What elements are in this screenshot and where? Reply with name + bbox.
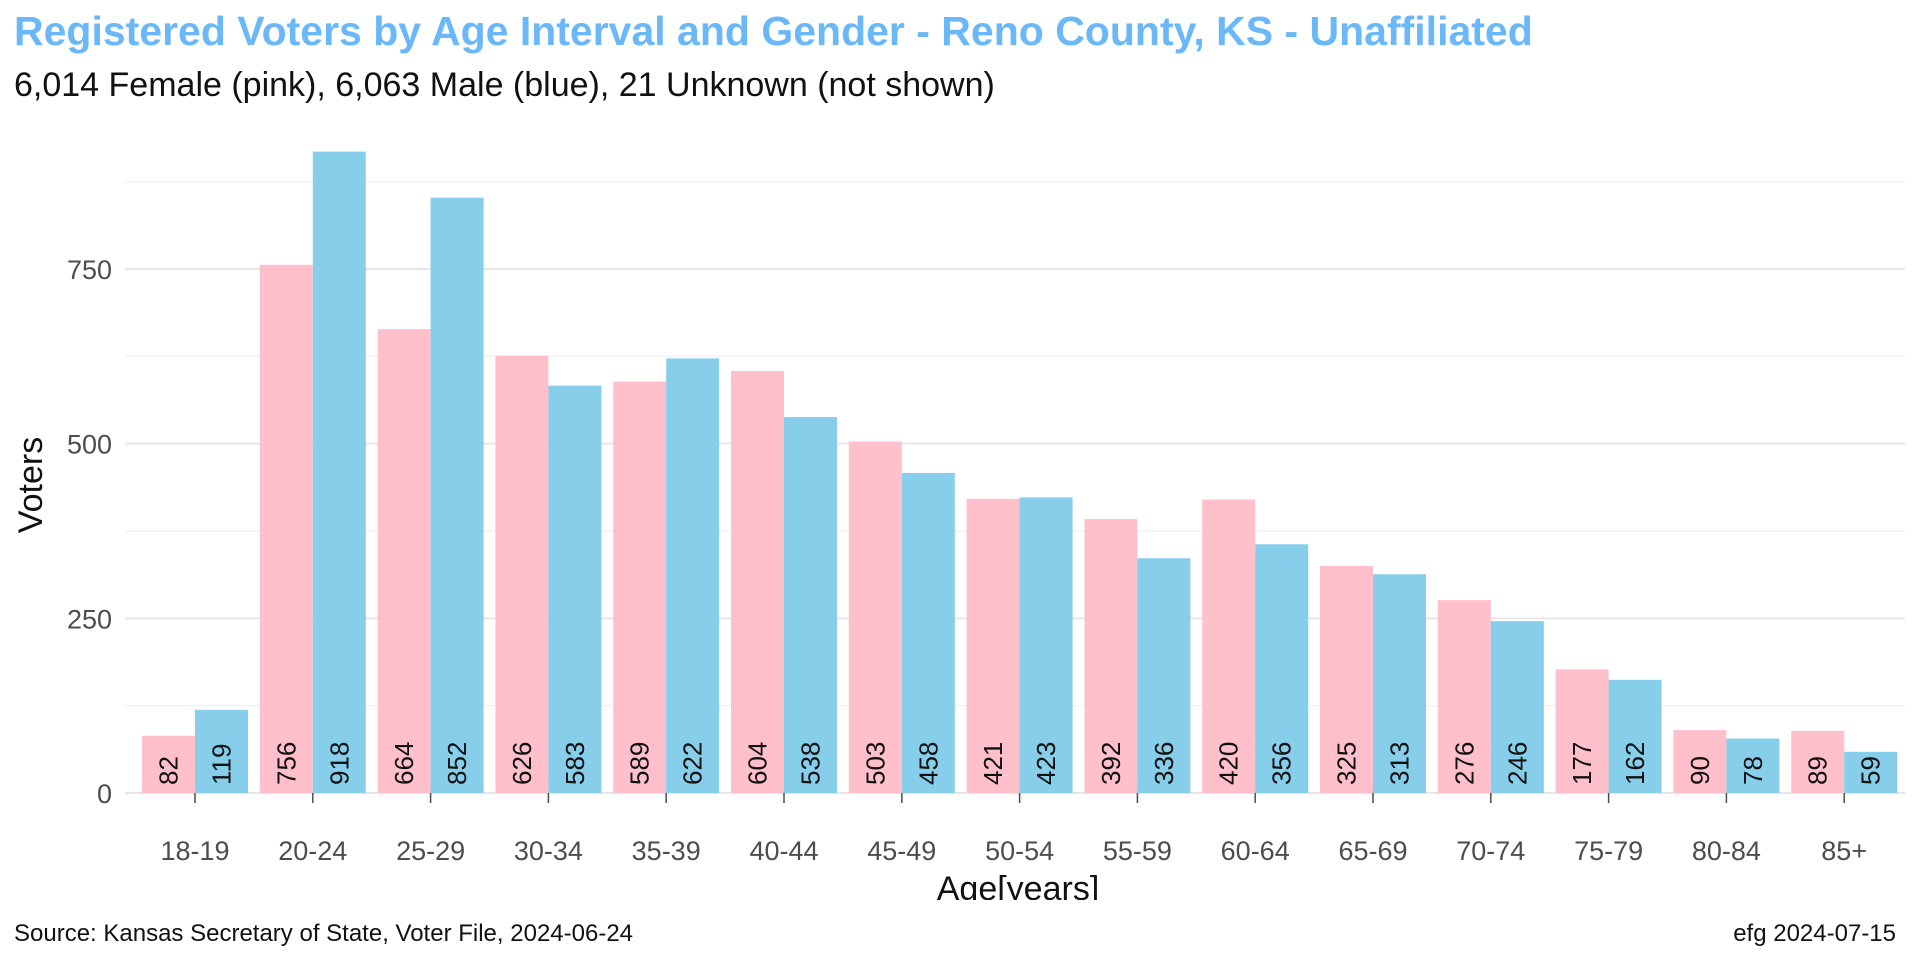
x-tick-label: 60-64 xyxy=(1221,836,1290,866)
bar-value-label: 119 xyxy=(207,744,237,785)
bar-value-label: 503 xyxy=(860,742,890,785)
bar-value-label: 89 xyxy=(1803,756,1833,785)
x-tick-label: 18-19 xyxy=(160,836,229,866)
x-tick-label: 20-24 xyxy=(278,836,347,866)
bars xyxy=(142,151,1898,794)
bar xyxy=(259,264,313,793)
x-tick-label: 40-44 xyxy=(749,836,818,866)
bar xyxy=(1437,600,1491,793)
bar-value-label: 59 xyxy=(1856,756,1886,785)
x-tick-label: 65-69 xyxy=(1338,836,1407,866)
bar xyxy=(1844,751,1898,793)
x-axis-title: Age[years] xyxy=(937,870,1100,900)
bar-value-label: 664 xyxy=(389,742,419,785)
bar-value-label: 421 xyxy=(978,742,1008,785)
bar-value-label: 626 xyxy=(507,742,537,785)
bar-value-label: 852 xyxy=(442,742,472,785)
bar-value-label: 392 xyxy=(1096,742,1126,785)
bar xyxy=(1255,544,1309,793)
bar xyxy=(377,329,431,793)
bar xyxy=(1137,558,1191,793)
bar-value-label: 589 xyxy=(625,742,655,785)
bar-value-label: 420 xyxy=(1214,742,1244,785)
bar-value-label: 82 xyxy=(154,756,184,785)
y-tick-label: 250 xyxy=(67,604,112,634)
bar-value-label: 313 xyxy=(1385,742,1415,785)
x-tick-label: 45-49 xyxy=(867,836,936,866)
bar-value-label: 756 xyxy=(271,742,301,785)
bar xyxy=(901,472,955,793)
bar xyxy=(312,151,366,794)
x-tick-label: 30-34 xyxy=(514,836,583,866)
x-tick-label: 75-79 xyxy=(1574,836,1643,866)
x-tick-label: 25-29 xyxy=(396,836,465,866)
bar-value-label: 78 xyxy=(1738,756,1768,785)
y-tick-label: 750 xyxy=(67,255,112,285)
bar-value-label: 458 xyxy=(913,742,943,785)
bar-value-label: 177 xyxy=(1567,742,1597,785)
bar xyxy=(784,417,837,793)
x-tick-label: 85+ xyxy=(1821,836,1867,866)
bar-value-label: 583 xyxy=(560,742,590,785)
bar xyxy=(1791,730,1845,793)
bar-value-label: 90 xyxy=(1685,756,1715,785)
source-note: Source: Kansas Secretary of State, Voter… xyxy=(14,920,634,947)
bar-value-label: 423 xyxy=(1031,742,1061,785)
credit-note: efg 2024-07-15 xyxy=(1733,920,1896,947)
bar-value-label: 604 xyxy=(743,742,773,785)
bar xyxy=(1555,669,1609,793)
bar xyxy=(495,355,549,793)
bar-value-label: 276 xyxy=(1449,742,1479,785)
bar-value-label: 622 xyxy=(678,742,708,785)
x-tick-label: 35-39 xyxy=(632,836,701,866)
y-axis: 0 250 500 750 xyxy=(67,255,112,809)
bar xyxy=(848,441,902,793)
bar-value-label: 246 xyxy=(1502,742,1532,785)
bar-value-label: 538 xyxy=(796,742,826,785)
bar xyxy=(966,498,1020,793)
bar xyxy=(195,709,248,793)
bar xyxy=(1490,621,1544,793)
bar xyxy=(666,358,720,793)
bar-value-label: 162 xyxy=(1620,742,1650,785)
y-tick-label: 500 xyxy=(67,430,112,460)
bar xyxy=(548,385,602,793)
bar xyxy=(1320,565,1373,793)
bar-chart: 82 119 756 918 664 852 626 583 589 622 604 538 503 45… xyxy=(12,151,1905,900)
x-tick-label: 80-84 xyxy=(1692,836,1761,866)
y-tick-label: 0 xyxy=(97,779,112,809)
bar xyxy=(142,735,195,793)
chart-subtitle: 6,014 Female (pink), 6,063 Male (blue), … xyxy=(14,66,995,104)
bar xyxy=(1673,730,1727,793)
bar-value-label: 325 xyxy=(1332,742,1362,785)
bar-value-label: 356 xyxy=(1267,742,1297,785)
bar-value-label: 918 xyxy=(324,742,354,785)
bar-labels: 82 119 756 918 664 852 626 583 589 622 604 538 503 45… xyxy=(154,742,1886,785)
x-tick-label: 70-74 xyxy=(1456,836,1525,866)
y-axis-title: Voters xyxy=(12,437,50,533)
x-tick-label: 50-54 xyxy=(985,836,1054,866)
bar xyxy=(1019,497,1073,793)
bar xyxy=(1373,574,1426,793)
x-axis: 18-19 20-24 25-29 30-34 35-39 40-44 45-49 50-54… xyxy=(160,793,1867,866)
bar xyxy=(1726,738,1780,793)
bar-value-label: 336 xyxy=(1149,742,1179,785)
bar xyxy=(1084,519,1138,793)
bar xyxy=(430,197,484,794)
x-tick-label: 55-59 xyxy=(1103,836,1172,866)
bar xyxy=(613,381,667,793)
bar xyxy=(1608,679,1662,793)
chart-title: Registered Voters by Age Interval and Ge… xyxy=(14,8,1533,54)
bar xyxy=(1202,499,1256,793)
bar xyxy=(731,370,784,793)
